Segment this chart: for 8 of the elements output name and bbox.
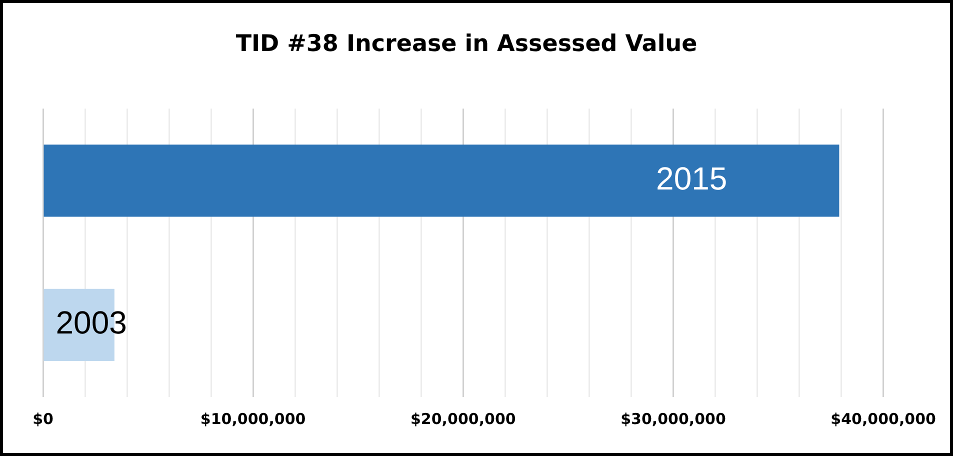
chart-title: TID #38 Increase in Assessed Value <box>236 30 698 57</box>
x-tick-label: $40,000,000 <box>830 410 936 428</box>
x-tick-label: $10,000,000 <box>200 410 306 428</box>
x-tick-label: $0 <box>32 410 54 428</box>
y-tick-label: 2015 <box>656 160 728 197</box>
x-tick-label: $20,000,000 <box>410 410 516 428</box>
y-tick-label: 2003 <box>56 304 127 341</box>
x-tick-label: $30,000,000 <box>620 410 726 428</box>
